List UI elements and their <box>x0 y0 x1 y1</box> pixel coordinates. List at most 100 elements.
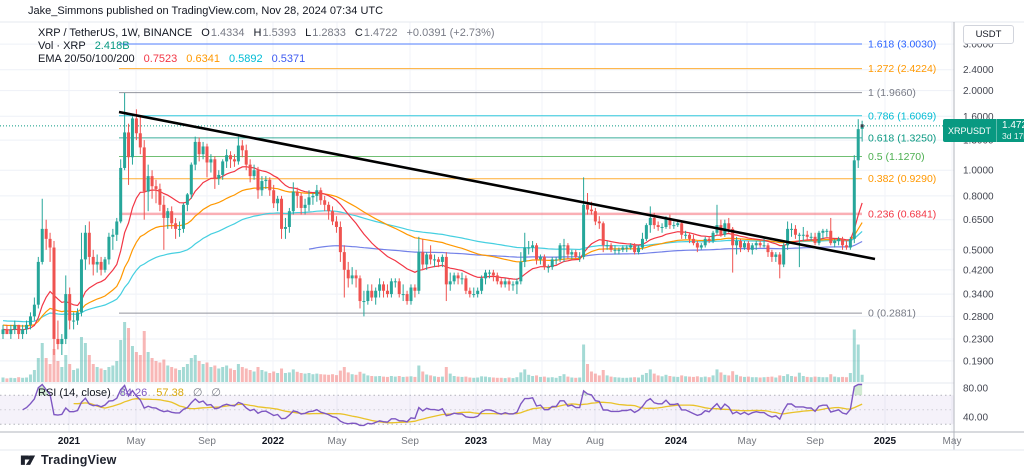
fib-level-label: 0.618 (1.3250) <box>868 132 936 144</box>
candle-body <box>354 275 358 279</box>
candle-body <box>448 281 452 285</box>
candle-body <box>79 259 83 313</box>
candle-body <box>672 225 676 227</box>
price-tick-label: 0.3400 <box>963 290 994 301</box>
price-tick-label: 1.6000 <box>963 112 994 123</box>
rsi-line[interactable] <box>22 383 863 427</box>
rsi-overbought-fill <box>583 390 592 396</box>
candle-body <box>315 190 319 196</box>
candle-body <box>487 272 491 274</box>
candle-body <box>276 198 280 204</box>
candle-body <box>1 329 5 335</box>
volume-bar <box>621 377 625 382</box>
candle-body <box>134 118 138 134</box>
candle-body <box>605 245 609 247</box>
volume-bar <box>264 371 268 382</box>
volume-bar <box>758 377 762 382</box>
candle-body <box>287 211 291 227</box>
candle-body <box>688 234 692 239</box>
volume-bar <box>739 376 743 382</box>
ema50-value: 0.6341 <box>186 53 220 65</box>
candle-body <box>527 247 531 249</box>
volume-bar <box>79 337 83 382</box>
volume-bar <box>276 373 280 382</box>
rsi-value: 84.26 <box>119 386 148 399</box>
candle-body <box>495 275 499 282</box>
candle-body <box>56 338 60 345</box>
volume-bar <box>472 377 476 382</box>
candle-body <box>417 252 421 291</box>
tradingview-attribution[interactable]: TradingView <box>20 452 117 468</box>
candle-body <box>676 223 680 226</box>
candle-body <box>299 195 303 208</box>
fib-level-label: 0.786 (1.6069) <box>868 110 936 122</box>
volume-bar <box>115 361 119 382</box>
volume-bar <box>711 375 715 382</box>
volume-bar <box>456 376 460 382</box>
candle-body <box>346 269 350 279</box>
candle-body <box>503 281 507 285</box>
volume-bar <box>440 376 444 382</box>
candle-body <box>264 179 268 182</box>
volume-bar <box>762 377 766 382</box>
volume-bar <box>72 370 76 382</box>
rsi-legend-row: RSI (14, close) 84.26 57.38 ∅ ∅ <box>38 386 221 400</box>
volume-bar <box>338 370 342 382</box>
candle-body <box>421 252 425 265</box>
ema100-line[interactable] <box>2 210 863 323</box>
rsi-overbought-fill <box>38 384 51 396</box>
volume-bar <box>150 358 154 382</box>
volume-bar <box>25 377 29 382</box>
candle-body <box>64 294 68 339</box>
volume-bar <box>452 376 456 382</box>
ema200-line[interactable] <box>308 240 863 258</box>
volume-bar <box>127 328 131 382</box>
price-pane[interactable] <box>0 43 954 427</box>
volume-bar <box>672 376 676 382</box>
candle-body <box>401 294 405 296</box>
volume-bar <box>848 373 852 382</box>
volume-bar <box>633 377 637 382</box>
symbol-legend-row: XRP / TetherUS, 1W, BINANCE O 1.4334 H 1.5… <box>38 27 495 39</box>
volume-bar <box>574 377 578 382</box>
volume-bar <box>68 364 72 382</box>
volume-bar <box>409 376 413 382</box>
time-axis-label: May <box>127 436 146 447</box>
ema50-line[interactable] <box>2 186 863 327</box>
time-axis-label: May <box>533 436 552 447</box>
currency-unit-label[interactable]: USDT <box>963 25 1014 44</box>
volume-bar <box>260 370 264 382</box>
candle-body <box>248 164 252 177</box>
volume-bar <box>291 369 295 382</box>
candle-body <box>511 284 515 286</box>
candle-body <box>570 252 574 255</box>
volume-bar <box>656 375 660 382</box>
bar-countdown: 3d 17h <box>1002 131 1024 141</box>
candle-body <box>774 254 778 257</box>
symbol-title[interactable]: XRP / TetherUS, 1W, BINANCE <box>38 27 193 39</box>
axis-layer[interactable]: 3.00002.40002.00001.60001.30001.00000.80… <box>0 21 1024 451</box>
volume-bar <box>389 376 393 382</box>
candle-body <box>170 211 174 224</box>
volume-bar <box>319 374 323 382</box>
volume-bar <box>209 367 213 382</box>
volume-bar <box>158 362 162 382</box>
volume-bar <box>405 376 409 382</box>
ema-label[interactable]: EMA 20/50/100/200 <box>38 53 135 65</box>
volume-bar <box>586 364 590 382</box>
volume-label[interactable]: Vol · XRP <box>38 40 86 52</box>
volume-bar <box>87 355 91 382</box>
candle-body <box>476 290 480 295</box>
candle-body <box>790 228 794 230</box>
candle-body <box>303 204 307 208</box>
candle-body <box>87 232 91 257</box>
candle-body <box>334 221 338 227</box>
candle-body <box>374 290 378 298</box>
candle-body <box>844 245 848 248</box>
ema20-line[interactable] <box>2 166 863 331</box>
volume-bar <box>142 331 146 382</box>
candle-body <box>633 245 637 253</box>
rsi-label[interactable]: RSI (14, close) <box>38 386 111 399</box>
descending-trendline[interactable] <box>118 110 876 261</box>
